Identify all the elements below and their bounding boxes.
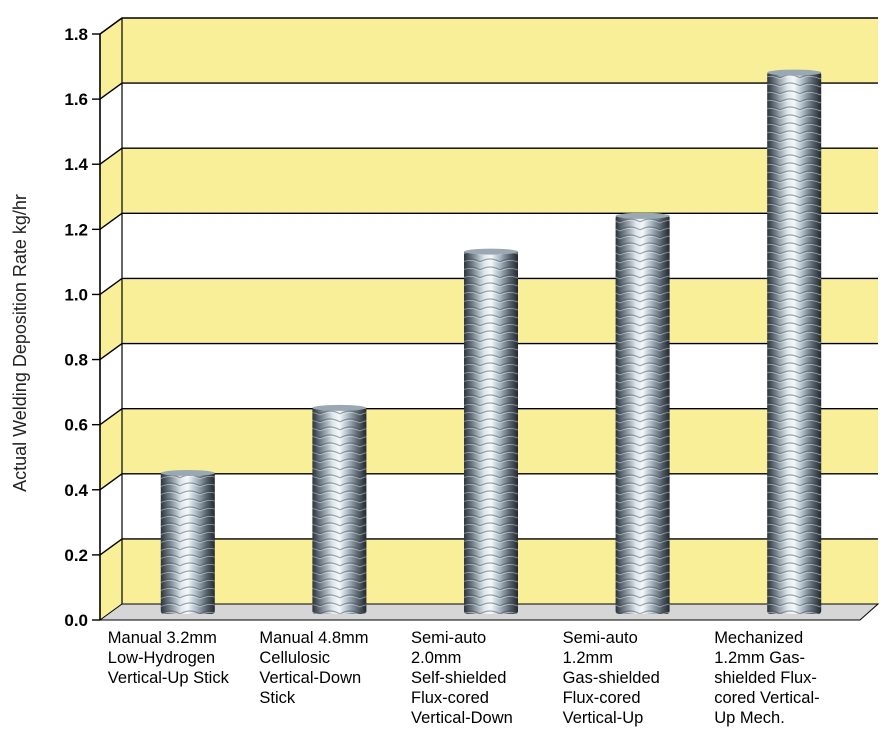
y-tick-label: 0.0 (64, 611, 88, 630)
y-tick-label: 0.2 (64, 546, 88, 565)
y-tick-label: 1.2 (64, 220, 88, 239)
y-tick-label: 1.0 (64, 285, 88, 304)
bar (160, 470, 215, 614)
x-category-label: Manual 3.2mm Low-Hydrogen Vertical-Up St… (107, 629, 229, 687)
wall-band (100, 83, 878, 165)
bar (615, 212, 670, 615)
y-tick-label: 0.8 (64, 351, 88, 370)
bar (464, 248, 518, 614)
bar (767, 69, 822, 615)
y-axis-title: Actual Welding Deposition Rate kg/hr (10, 194, 30, 492)
y-tick-label: 1.4 (64, 155, 88, 174)
y-tick-label: 1.6 (64, 90, 88, 109)
wall-band (100, 148, 878, 230)
x-category-label: Semi-auto 1.2mm Gas-shielded Flux-cored … (562, 629, 660, 727)
y-tick-label: 0.6 (64, 416, 88, 435)
y-tick-label: 1.8 (64, 25, 88, 44)
y-axis-top-edge (99, 17, 123, 35)
y-tick-label: 0.4 (64, 481, 88, 500)
x-category-label: Manual 4.8mm Cellulosic Vertical-Down St… (259, 629, 369, 707)
bar (312, 404, 367, 614)
x-category-label: Mechanized 1.2mm Gas- shielded Flux- cor… (714, 629, 820, 727)
wall-band (100, 18, 878, 100)
x-category-label: Semi-auto 2.0mm Self-shielded Flux-cored… (411, 629, 513, 727)
